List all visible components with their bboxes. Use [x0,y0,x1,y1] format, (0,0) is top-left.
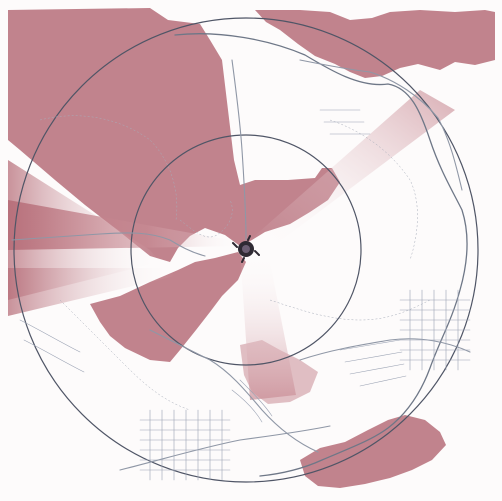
road-north [231,59,247,241]
terrain-contours [39,115,431,411]
road-south-east [299,338,471,361]
visible-area-northwest [8,8,340,262]
beam-west-lower [8,268,175,316]
radial-shadow-beams [8,90,455,400]
road-west-valley [11,232,206,257]
road-network [11,33,471,477]
observer-point-icon[interactable] [232,235,260,263]
road-ring-east [174,33,468,477]
visible-area-southwest-lobe [90,252,246,362]
beam-south [240,250,296,400]
range-ring-outer [13,17,479,483]
range-ring-inner [130,134,362,366]
range-rings [13,17,479,483]
road-northeast-loop [299,59,463,191]
road-bottom-left [119,425,331,471]
road-southwest [149,329,319,453]
visible-area-north-ridge [255,10,495,78]
visible-area-southeast [300,415,446,488]
settlement-streets [19,109,471,481]
beam-northeast [250,90,455,245]
beam-west-center [8,200,240,250]
